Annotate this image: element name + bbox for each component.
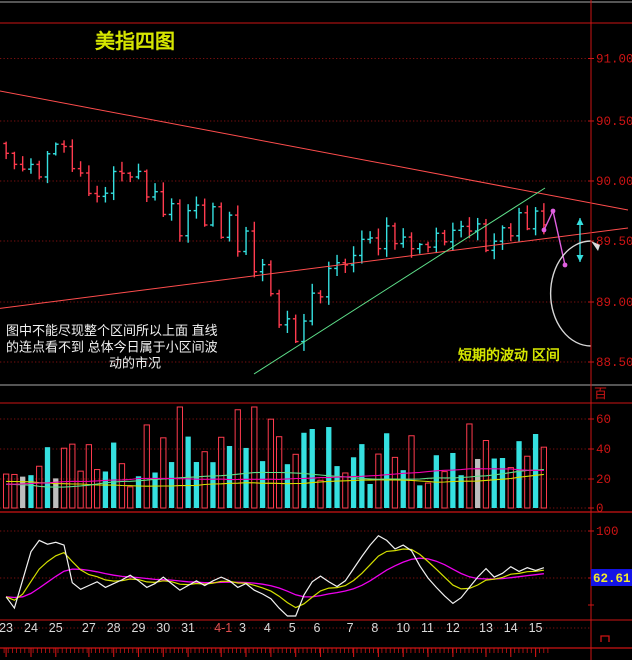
svg-text:89.50: 89.50 xyxy=(596,235,632,249)
svg-text:15: 15 xyxy=(529,621,543,635)
svg-text:百: 百 xyxy=(594,386,607,401)
svg-text:14: 14 xyxy=(504,621,518,635)
svg-text:91.00: 91.00 xyxy=(596,53,632,67)
svg-text:10: 10 xyxy=(396,621,410,635)
svg-text:28: 28 xyxy=(107,621,121,635)
svg-text:12: 12 xyxy=(446,621,460,635)
svg-text:短期的波动 区间: 短期的波动 区间 xyxy=(458,347,560,363)
svg-text:90.00: 90.00 xyxy=(596,175,632,189)
svg-text:88.50: 88.50 xyxy=(596,356,632,370)
svg-text:62.61: 62.61 xyxy=(593,572,631,586)
svg-text:8: 8 xyxy=(371,621,378,635)
svg-text:25: 25 xyxy=(49,621,63,635)
svg-text:6: 6 xyxy=(314,621,321,635)
svg-text:11: 11 xyxy=(421,621,434,635)
svg-text:90.50: 90.50 xyxy=(596,115,632,129)
svg-text:4-1: 4-1 xyxy=(214,621,232,635)
svg-text:3: 3 xyxy=(239,621,246,635)
svg-text:23: 23 xyxy=(0,621,13,635)
svg-text:7: 7 xyxy=(347,621,354,635)
svg-text:100: 100 xyxy=(596,525,619,539)
svg-text:29: 29 xyxy=(132,621,146,635)
svg-text:27: 27 xyxy=(82,621,96,635)
svg-text:31: 31 xyxy=(181,621,195,635)
svg-text:5: 5 xyxy=(289,621,296,635)
svg-text:20: 20 xyxy=(596,473,611,487)
svg-text:4: 4 xyxy=(264,621,271,635)
svg-text:美指四图: 美指四图 xyxy=(95,29,175,53)
svg-text:40: 40 xyxy=(596,443,611,457)
svg-text:图中不能尽现整个区间所以上面 直线: 图中不能尽现整个区间所以上面 直线 xyxy=(6,323,218,338)
svg-text:0: 0 xyxy=(596,502,604,516)
svg-text:30: 30 xyxy=(156,621,170,635)
svg-text:89.00: 89.00 xyxy=(596,296,632,310)
svg-text:24: 24 xyxy=(24,621,38,635)
svg-text:的连点看不到 总体今日属于小区间波: 的连点看不到 总体今日属于小区间波 xyxy=(6,339,218,354)
svg-text:动的市况: 动的市况 xyxy=(109,356,161,371)
svg-text:60: 60 xyxy=(596,413,611,427)
svg-text:13: 13 xyxy=(479,621,493,635)
